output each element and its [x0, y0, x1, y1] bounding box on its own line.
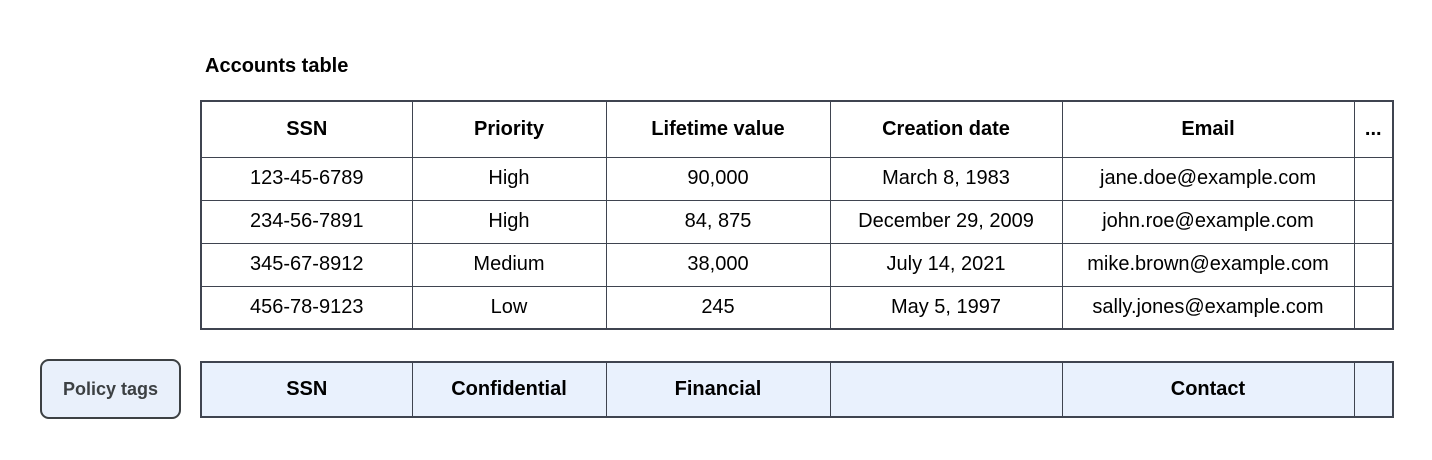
table-cell: 38,000 [605, 242, 831, 287]
table-cell: High [411, 156, 607, 201]
table-cell: High [411, 199, 607, 244]
table-cell [1353, 156, 1394, 201]
table-cell: 84, 875 [605, 199, 831, 244]
table-cell: Medium [411, 242, 607, 287]
policy-tag-cell: Confidential [411, 361, 607, 418]
table-row: 456-78-9123 Low 245 May 5, 1997 sally.jones@… [200, 285, 1394, 330]
column-header: Email [1061, 100, 1355, 158]
policy-tag-cell [829, 361, 1063, 418]
policy-tags-row: SSN Confidential Financial Contact [200, 361, 1394, 418]
accounts-table: SSN Priority Lifetime value Creation date Em… [200, 100, 1394, 330]
table-cell: 245 [605, 285, 831, 330]
table-cell [1353, 242, 1394, 287]
policy-tag-cell: Contact [1061, 361, 1355, 418]
column-header: SSN [200, 100, 413, 158]
policy-tag-cell: Financial [605, 361, 831, 418]
accounts-table-title: Accounts table [205, 55, 349, 77]
table-cell [1353, 199, 1394, 244]
policy-tags-button[interactable]: Policy tags [40, 359, 181, 419]
table-cell: Low [411, 285, 607, 330]
policy-tags-table: SSN Confidential Financial Contact [200, 361, 1394, 418]
column-header: Lifetime value [605, 100, 831, 158]
policy-tag-cell [1353, 361, 1394, 418]
column-header: ... [1353, 100, 1394, 158]
column-header: Priority [411, 100, 607, 158]
table-cell: December 29, 2009 [829, 199, 1063, 244]
table-row: 123-45-6789 High 90,000 March 8, 1983 jane.d… [200, 156, 1394, 201]
table-cell [1353, 285, 1394, 330]
table-cell: sally.jones@example.com [1061, 285, 1355, 330]
table-cell: May 5, 1997 [829, 285, 1063, 330]
table-cell: mike.brown@example.com [1061, 242, 1355, 287]
table-cell: 456-78-9123 [200, 285, 413, 330]
column-header: Creation date [829, 100, 1063, 158]
table-cell: 123-45-6789 [200, 156, 413, 201]
policy-tags-body: SSN Confidential Financial Contact [200, 361, 1394, 418]
table-row: 345-67-8912 Medium 38,000 July 14, 2021 mike… [200, 242, 1394, 287]
table-cell: 234-56-7891 [200, 199, 413, 244]
accounts-table-head: SSN Priority Lifetime value Creation date Em… [200, 100, 1394, 158]
table-cell: July 14, 2021 [829, 242, 1063, 287]
header-row: SSN Priority Lifetime value Creation date Em… [200, 100, 1394, 158]
table-cell: jane.doe@example.com [1061, 156, 1355, 201]
policy-tag-cell: SSN [200, 361, 413, 418]
accounts-table-body: 123-45-6789 High 90,000 March 8, 1983 jane.d… [200, 156, 1394, 330]
table-cell: 90,000 [605, 156, 831, 201]
policy-tags-button-label: Policy tags [62, 378, 159, 399]
table-row: 234-56-7891 High 84, 875 December 29, 2009 j… [200, 199, 1394, 244]
table-cell: March 8, 1983 [829, 156, 1063, 201]
table-cell: john.roe@example.com [1061, 199, 1355, 244]
table-cell: 345-67-8912 [200, 242, 413, 287]
